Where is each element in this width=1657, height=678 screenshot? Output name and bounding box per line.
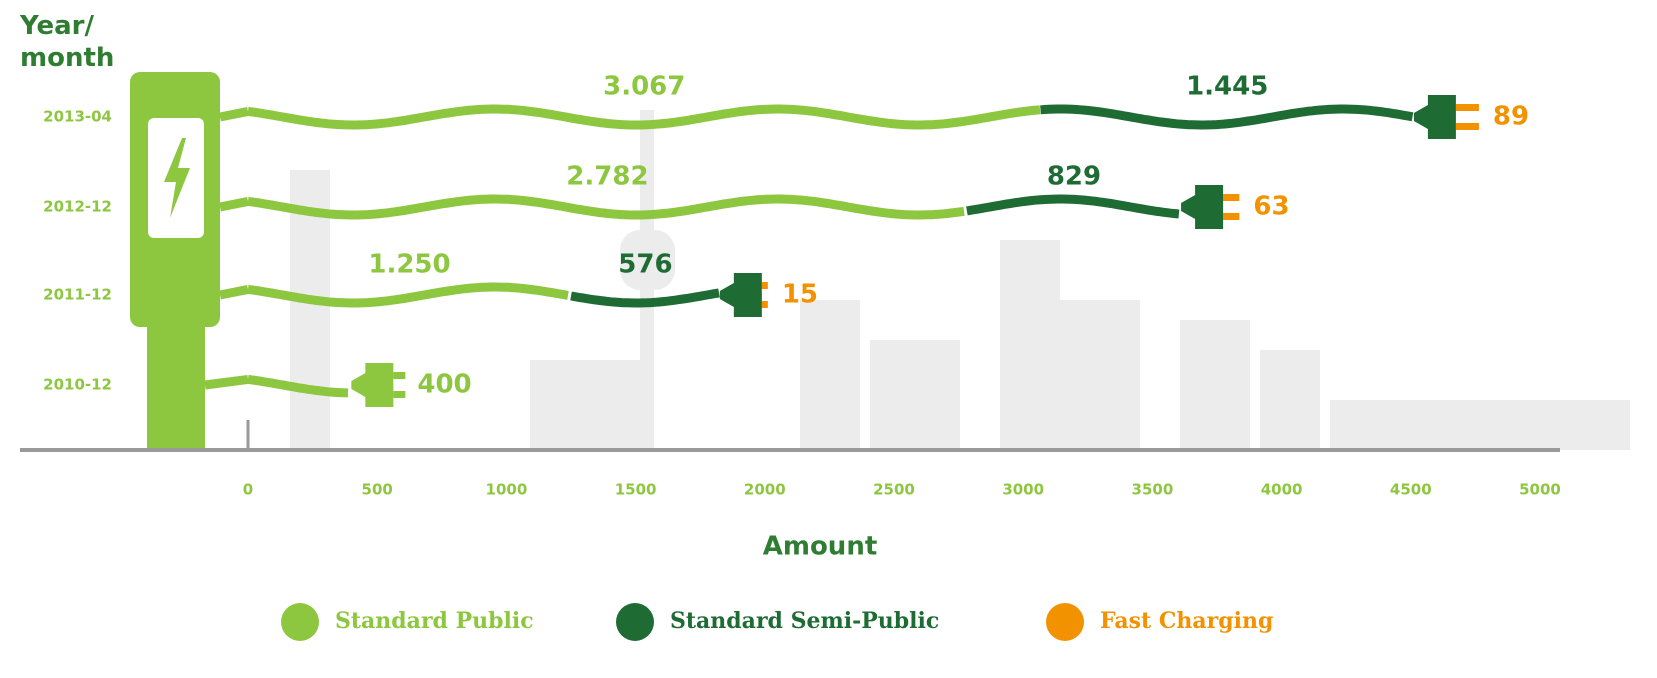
cable-segment [247, 194, 965, 220]
plug-body [1413, 95, 1456, 139]
value-label: 89 [1493, 102, 1529, 132]
y-tick-label: 2010-12 [43, 376, 112, 394]
cable-connector [204, 374, 249, 390]
legend-label: Standard Semi-Public [670, 608, 939, 634]
cable-segment [966, 194, 1180, 219]
fast-prong [761, 301, 768, 308]
x-tick-label: 1500 [615, 481, 657, 499]
x-tick-label: 2000 [744, 481, 786, 499]
x-tick-label: 5000 [1519, 481, 1561, 499]
plug-body [351, 363, 394, 407]
legend-label: Standard Public [335, 608, 534, 634]
x-tick-label: 500 [362, 481, 393, 499]
plug [1181, 185, 1224, 229]
value-label: 63 [1253, 192, 1289, 222]
x-tick-label: 3000 [1002, 481, 1044, 499]
fast-prong [761, 282, 768, 289]
x-axis-title: Amount [763, 532, 878, 562]
x-tick-label: 4500 [1390, 481, 1432, 499]
value-label: 1.250 [368, 250, 450, 280]
prong [393, 391, 406, 398]
legend-swatch [1046, 603, 1084, 641]
cable-segment [247, 282, 569, 308]
skyline [290, 110, 1630, 450]
legend-swatch [281, 603, 319, 641]
x-tick-label: 2500 [873, 481, 915, 499]
cable-connector [219, 197, 249, 212]
cable-segment [247, 374, 349, 398]
value-label: 400 [417, 370, 471, 400]
y-axis-title: Year/month [19, 11, 114, 73]
fast-prong [1455, 123, 1479, 130]
fast-prong [1455, 104, 1479, 111]
value-label: 1.445 [1186, 72, 1268, 102]
y-tick-label: 2013-04 [43, 108, 112, 126]
plug [1413, 95, 1456, 139]
bolt-icon [164, 138, 190, 218]
legend-label: Fast Charging [1100, 608, 1273, 634]
plug-body [719, 273, 762, 317]
value-label: 3.067 [603, 72, 685, 102]
cable-segment [1040, 104, 1414, 130]
fast-prong [1223, 213, 1240, 220]
prong [393, 372, 406, 379]
value-label: 15 [782, 280, 818, 310]
cable-segment [570, 288, 720, 308]
cable-connector [219, 285, 249, 300]
cable-connector [219, 107, 249, 122]
value-label: 2.782 [566, 162, 648, 192]
plug [351, 363, 394, 407]
cable-segment [247, 104, 1041, 130]
x-tick-label: 3500 [1132, 481, 1174, 499]
plug [719, 273, 762, 317]
x-tick-label: 4000 [1261, 481, 1303, 499]
plug-body [1181, 185, 1224, 229]
value-label: 576 [618, 250, 672, 280]
charger-stem [147, 320, 205, 448]
legend-swatch [616, 603, 654, 641]
y-tick-label: 2011-12 [43, 286, 112, 304]
value-label: 829 [1047, 162, 1101, 192]
y-tick-label: 2012-12 [43, 198, 112, 216]
x-tick-label: 1000 [486, 481, 528, 499]
fast-prong [1223, 194, 1240, 201]
x-tick-label: 0 [243, 481, 253, 499]
